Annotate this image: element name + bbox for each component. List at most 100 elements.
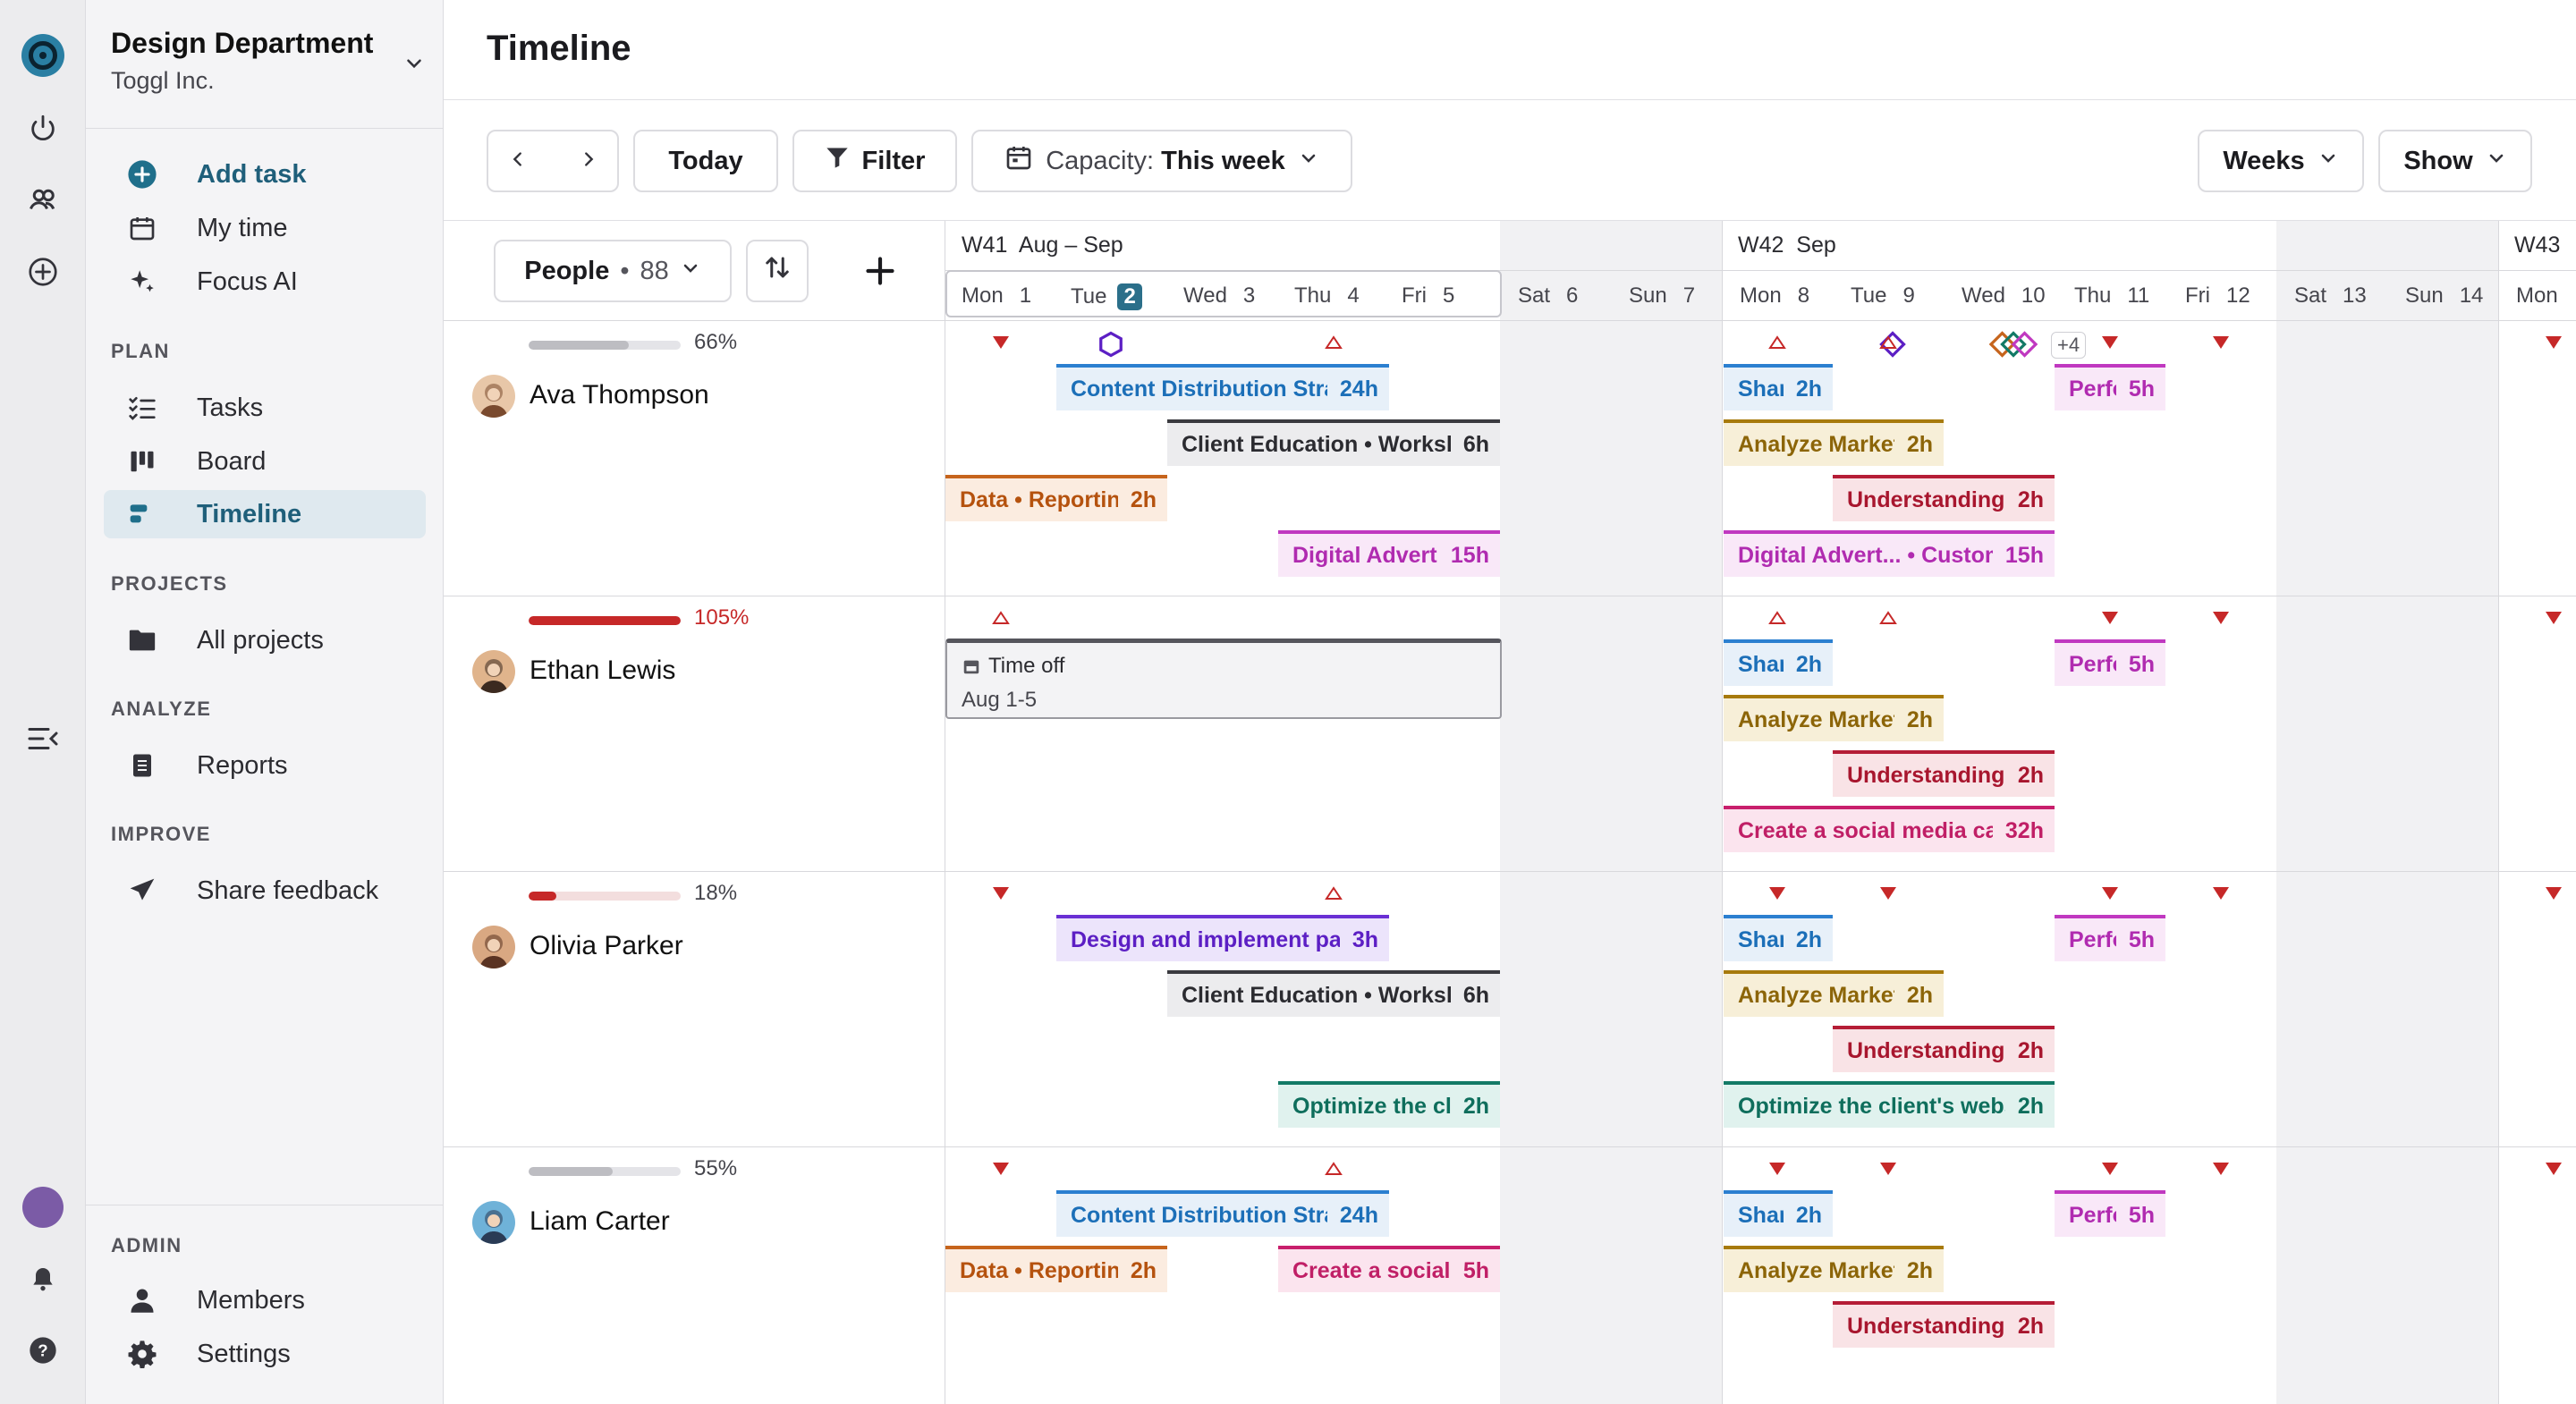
sidebar-item-settings[interactable]: Settings xyxy=(104,1330,426,1378)
milestone-group-icon[interactable] xyxy=(1988,331,2047,362)
row-divider xyxy=(945,1146,2576,1147)
day-header[interactable]: Fri 12 xyxy=(2185,283,2250,309)
icon-rail: ? xyxy=(0,0,86,1404)
task-bar[interactable]: Design and implement page 3h xyxy=(1056,915,1389,961)
time-off-block[interactable]: Time off Aug 1-5 xyxy=(945,639,1502,719)
row-divider xyxy=(444,320,945,321)
people-dropdown[interactable]: People • 88 xyxy=(494,240,732,302)
task-bar[interactable]: Digital Advertising 15h xyxy=(1278,530,1500,577)
day-header[interactable]: Sat 6 xyxy=(1518,283,1578,309)
task-bar[interactable]: Data • Reporting 2h xyxy=(945,475,1167,521)
date-nav-group xyxy=(487,130,619,192)
task-bar[interactable]: Digital Advert... • Customer 15h xyxy=(1724,530,2055,577)
day-header[interactable]: Mon xyxy=(2516,283,2558,309)
sidebar-item-reports[interactable]: Reports xyxy=(104,741,426,790)
weekend-column xyxy=(1500,221,1722,1404)
task-bar[interactable]: Client Education • Workshop 6h xyxy=(1167,970,1500,1017)
task-bar[interactable]: Performance 5h xyxy=(2055,915,2165,961)
team-icon[interactable] xyxy=(21,178,64,221)
weeks-dropdown[interactable]: Weeks xyxy=(2198,130,2364,192)
day-name: Thu xyxy=(2074,283,2112,308)
day-header[interactable]: Mon 8 xyxy=(1740,283,1809,309)
toggl-logo-icon[interactable] xyxy=(21,34,64,77)
plus-icon[interactable] xyxy=(21,250,64,293)
task-bar[interactable]: Share 2h xyxy=(1724,915,1833,961)
sidebar-item-my-time[interactable]: My time xyxy=(104,204,426,252)
sidebar-item-members[interactable]: Members xyxy=(104,1276,426,1324)
task-bar[interactable]: Understanding 2h xyxy=(1833,1301,2055,1348)
day-header[interactable]: Sun 14 xyxy=(2405,283,2483,309)
task-bar[interactable]: Share 2h xyxy=(1724,364,1833,410)
filter-button[interactable]: Filter xyxy=(792,130,957,192)
today-button[interactable]: Today xyxy=(633,130,778,192)
avatar xyxy=(472,375,515,418)
task-bar[interactable]: Create a social media campaign 5h xyxy=(1278,1246,1500,1292)
task-bar[interactable]: Performance 5h xyxy=(2055,639,2165,686)
person-row[interactable]: 55% Liam Carter xyxy=(444,1147,945,1404)
task-bar[interactable]: Content Distribution Strategy 24h xyxy=(1056,364,1389,410)
task-bar[interactable]: Analyze Market 2h xyxy=(1724,695,1944,741)
task-bar[interactable]: Performance 5h xyxy=(2055,364,2165,410)
sidebar-item-focus-ai[interactable]: Focus AI xyxy=(104,258,426,306)
timeline-grid: W41 Aug – Sep W42 Sep W43 Mon 1 Tue 2 Wed 3 Thu 4 F… xyxy=(945,221,2576,1404)
task-bar[interactable]: Analyze Market 2h xyxy=(1724,970,1944,1017)
milestone-hexagon-icon[interactable] xyxy=(1097,331,1124,362)
collapse-menu-icon[interactable] xyxy=(21,717,64,760)
person-row[interactable]: 18% Olivia Parker xyxy=(444,872,945,1147)
day-header[interactable]: Tue 9 xyxy=(1851,283,1915,309)
deadline-outline-icon xyxy=(1323,885,1344,901)
task-bar[interactable]: Understanding 2h xyxy=(1833,750,2055,797)
bell-icon[interactable] xyxy=(21,1257,64,1300)
sidebar-item-board[interactable]: Board xyxy=(104,437,426,486)
day-header[interactable]: Thu 4 xyxy=(1294,283,1360,309)
task-bar[interactable]: Client Education • Workshop 6h xyxy=(1167,419,1500,466)
task-hours: 2h xyxy=(1130,1257,1157,1283)
task-bar[interactable]: Share 2h xyxy=(1724,639,1833,686)
day-header[interactable]: Sun 7 xyxy=(1629,283,1695,309)
task-bar[interactable]: Performance 5h xyxy=(2055,1190,2165,1237)
day-header[interactable]: Wed 10 xyxy=(1962,283,2046,309)
sidebar-item-share-feedback[interactable]: Share feedback xyxy=(104,867,426,915)
task-bar[interactable]: Analyze Market 2h xyxy=(1724,1246,1944,1292)
sidebar-item-timeline[interactable]: Timeline xyxy=(104,490,426,538)
task-hours: 2h xyxy=(1795,926,1822,952)
day-header[interactable]: Thu 11 xyxy=(2074,283,2149,309)
day-header[interactable]: Tue 2 xyxy=(1071,283,1142,310)
day-header[interactable]: Fri 5 xyxy=(1402,283,1454,309)
task-bar[interactable]: Content Distribution Strategy 24h xyxy=(1056,1190,1389,1237)
day-header[interactable]: Wed 3 xyxy=(1183,283,1255,309)
task-bar[interactable]: Share 2h xyxy=(1724,1190,1833,1237)
day-header[interactable]: Sat 13 xyxy=(2294,283,2367,309)
power-icon[interactable] xyxy=(21,106,64,149)
task-bar[interactable]: Optimize the client's website 2h xyxy=(1724,1081,2055,1128)
task-bar[interactable]: Data • Reporting 2h xyxy=(945,1246,1167,1292)
capacity-dropdown[interactable]: Capacity: This week xyxy=(971,130,1352,192)
day-header[interactable]: Mon 1 xyxy=(962,283,1031,309)
person-name: Ava Thompson xyxy=(530,380,709,410)
previous-button[interactable] xyxy=(508,147,528,176)
deadline-filled-icon xyxy=(2210,334,2232,351)
task-bar[interactable]: Understanding 2h xyxy=(1833,1026,2055,1072)
help-icon[interactable]: ? xyxy=(21,1329,64,1372)
person-row[interactable]: 66% Ava Thompson xyxy=(444,321,945,596)
person-row[interactable]: 105% Ethan Lewis xyxy=(444,596,945,872)
sort-button[interactable] xyxy=(746,240,809,302)
add-person-button[interactable] xyxy=(864,255,896,292)
milestone-more-badge[interactable]: +4 xyxy=(2051,332,2087,359)
add-task-button[interactable]: Add task xyxy=(104,150,426,199)
day-number: 6 xyxy=(1566,283,1579,308)
workspace-switcher[interactable]: Design Department Toggl Inc. xyxy=(111,27,433,95)
task-bar[interactable]: Understanding 2h xyxy=(1833,475,2055,521)
show-dropdown[interactable]: Show xyxy=(2378,130,2532,192)
day-name: Sat xyxy=(1518,283,1551,308)
sidebar-item-all-projects[interactable]: All projects xyxy=(104,616,426,664)
task-bar[interactable]: Analyze Market 2h xyxy=(1724,419,1944,466)
deadline-filled-icon xyxy=(2099,334,2121,351)
user-avatar[interactable] xyxy=(21,1186,64,1229)
task-bar[interactable]: Create a social media campaign 32h xyxy=(1724,806,2055,852)
next-button[interactable] xyxy=(579,147,598,176)
deadline-filled-icon xyxy=(2210,885,2232,901)
task-bar[interactable]: Optimize the client's website 2h xyxy=(1278,1081,1500,1128)
sidebar-item-tasks[interactable]: Tasks xyxy=(104,384,426,432)
task-hours: 5h xyxy=(2128,651,2155,677)
